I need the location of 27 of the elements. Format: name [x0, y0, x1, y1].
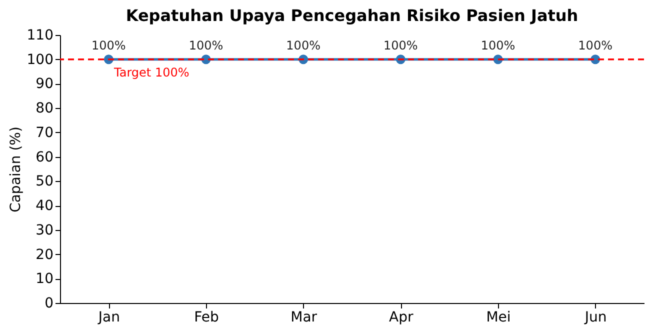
data-label: 100% — [578, 38, 612, 52]
y-tick-label: 110 — [26, 28, 54, 44]
y-tick-label: 40 — [36, 198, 54, 214]
y-tick-label: 80 — [36, 100, 54, 117]
chart-title: Kepatuhan Upaya Pencegahan Risiko Pasien Jatuh — [126, 6, 578, 25]
x-tick-label: Jan — [97, 310, 120, 326]
y-tick-label: 10 — [36, 271, 54, 288]
y-tick-label: 100 — [26, 52, 54, 68]
data-label: 100% — [384, 38, 418, 52]
x-tick-label: Feb — [194, 310, 219, 326]
x-tick-label: Mei — [486, 310, 511, 326]
y-tick-label: 70 — [36, 124, 54, 141]
y-tick-label: 0 — [44, 296, 54, 312]
y-tick-label: 30 — [36, 222, 54, 238]
x-tick-label: Apr — [389, 310, 414, 326]
data-label: 100% — [188, 38, 224, 52]
data-label: 100% — [92, 38, 126, 52]
y-tick-label: 60 — [36, 149, 54, 166]
y-tick-label: 20 — [36, 246, 54, 263]
y-tick-label: 90 — [36, 76, 54, 92]
data-label: 100% — [480, 38, 516, 52]
ref-line-label: Target 100% — [113, 65, 190, 80]
x-tick-label: Jun — [584, 310, 607, 326]
y-tick-label: 50 — [36, 174, 54, 190]
y-axis-title: Capaian (%) — [8, 126, 24, 212]
data-label: 100% — [286, 38, 320, 52]
x-tick-label: Mar — [290, 310, 318, 326]
